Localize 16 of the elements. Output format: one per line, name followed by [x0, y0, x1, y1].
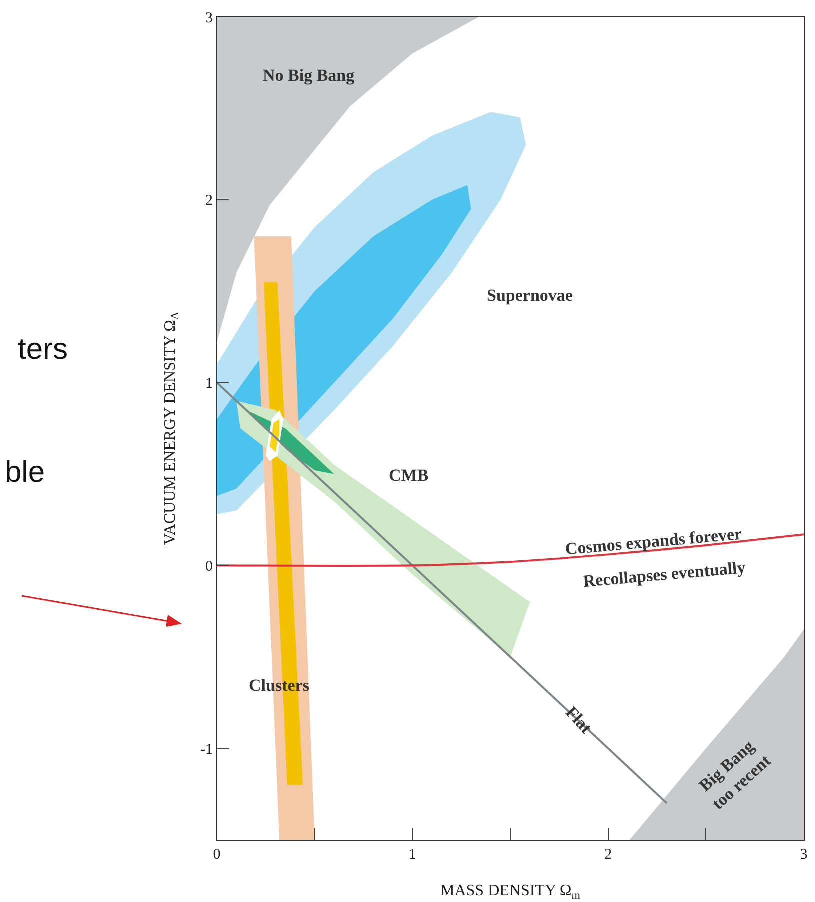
text: ble [5, 456, 46, 489]
y-tick-label: 3 [206, 10, 213, 26]
x-tick-label: 1 [408, 847, 416, 863]
y-tick-label: 2 [206, 193, 213, 210]
annotation: Supernovae [487, 286, 574, 305]
annotation: Recollapses eventually [582, 558, 747, 592]
y-tick-label: 0 [206, 558, 213, 575]
x-tick-label: 2 [604, 847, 612, 863]
y-tick-label: 1 [206, 376, 213, 392]
annotation: No Big Bang [263, 66, 356, 85]
x-tick-label: 3 [800, 847, 808, 863]
x-axis-title: MASS DENSITY Ω$_{m}$ [440, 882, 581, 902]
text: ters [18, 333, 68, 366]
annotation: Cosmos expands forever [564, 524, 744, 559]
annotation: CMB [389, 466, 429, 485]
y-tick-label: -1 [200, 742, 213, 758]
